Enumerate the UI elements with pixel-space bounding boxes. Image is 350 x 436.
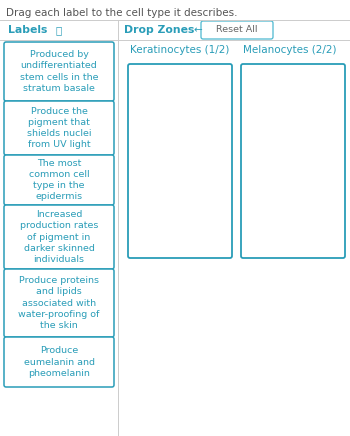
Text: Produce the
pigment that
shields nuclei
from UV light: Produce the pigment that shields nuclei …: [27, 107, 91, 149]
FancyBboxPatch shape: [4, 205, 114, 269]
FancyBboxPatch shape: [241, 64, 345, 258]
Text: Drag each label to the cell type it describes.: Drag each label to the cell type it desc…: [6, 8, 238, 18]
FancyBboxPatch shape: [128, 64, 232, 258]
FancyBboxPatch shape: [4, 155, 114, 205]
Text: ⓘ: ⓘ: [56, 25, 62, 35]
Text: Labels: Labels: [8, 25, 47, 35]
Text: Keratinocytes (1/2): Keratinocytes (1/2): [130, 45, 229, 55]
FancyBboxPatch shape: [4, 337, 114, 387]
Text: The most
common cell
type in the
epidermis: The most common cell type in the epiderm…: [29, 159, 89, 201]
Text: Produced by
undifferentiated
stem cells in the
stratum basale: Produced by undifferentiated stem cells …: [20, 50, 98, 92]
FancyBboxPatch shape: [4, 42, 114, 101]
Text: ←: ←: [193, 25, 202, 35]
FancyBboxPatch shape: [4, 269, 114, 337]
Text: Melanocytes (2/2): Melanocytes (2/2): [243, 45, 336, 55]
FancyBboxPatch shape: [201, 21, 273, 39]
Text: Drop Zones: Drop Zones: [124, 25, 194, 35]
Text: Reset All: Reset All: [216, 25, 258, 34]
Text: Produce proteins
and lipids
associated with
water-proofing of
the skin: Produce proteins and lipids associated w…: [18, 276, 100, 330]
Text: Increased
production rates
of pigment in
darker skinned
individuals: Increased production rates of pigment in…: [20, 210, 98, 264]
FancyBboxPatch shape: [4, 101, 114, 155]
Text: Produce
eumelanin and
pheomelanin: Produce eumelanin and pheomelanin: [23, 346, 95, 378]
